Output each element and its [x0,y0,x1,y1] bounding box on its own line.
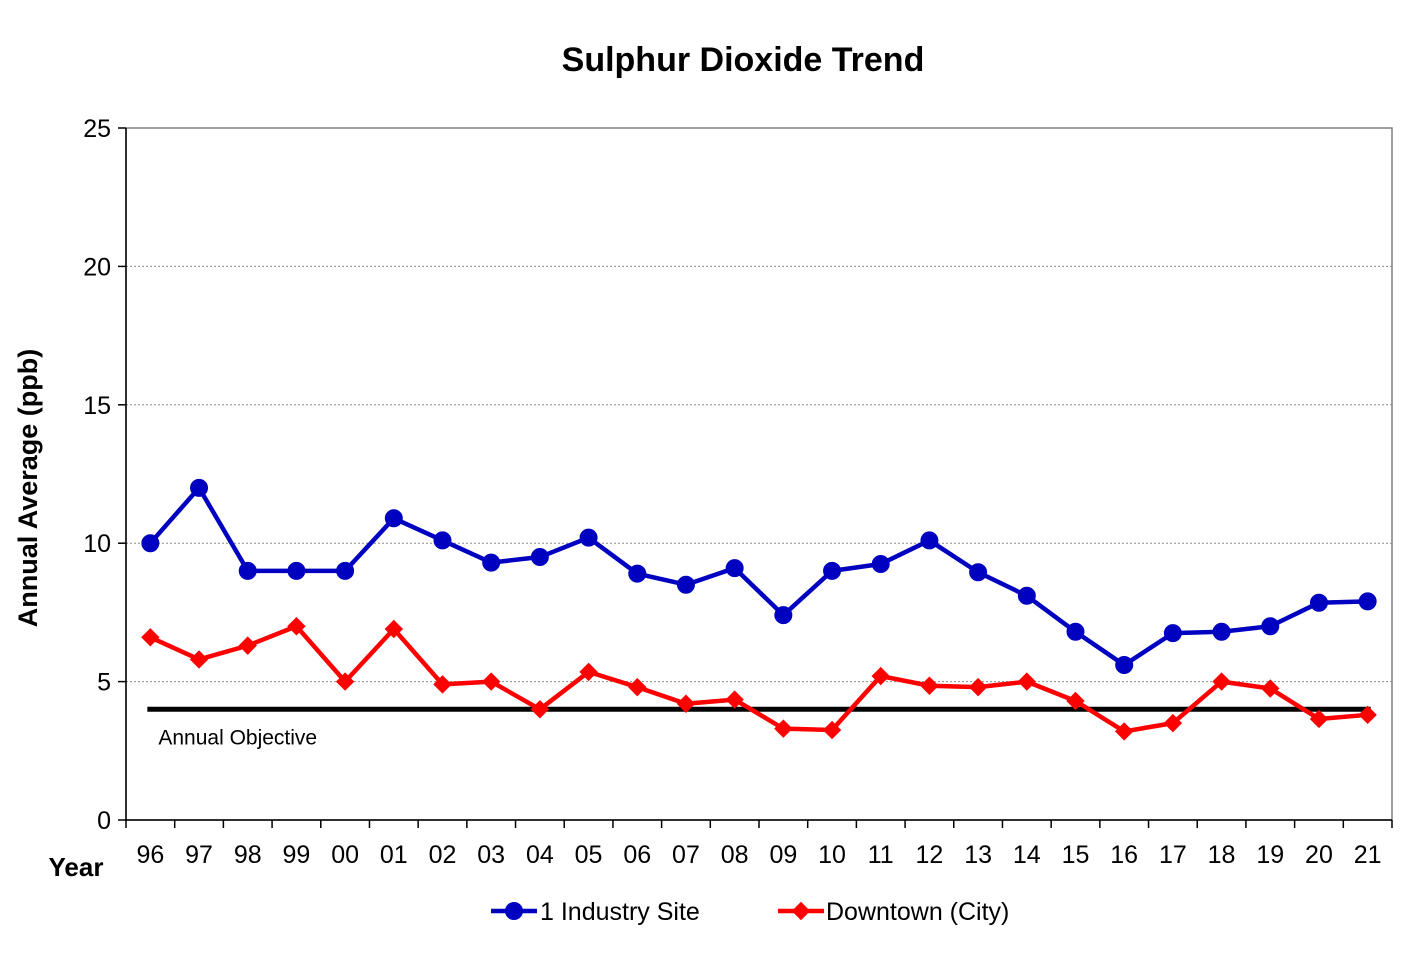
x-tick-label: 14 [1013,841,1041,869]
data-point-1 [774,719,793,738]
x-tick-label: 09 [769,841,797,869]
data-point-1 [1358,705,1377,725]
legend-marker-1 [791,901,811,921]
y-tick-label: 5 [97,669,111,697]
x-tick-label: 18 [1208,841,1236,869]
x-tick-label: 12 [916,841,944,869]
x-tick-label: 15 [1062,841,1090,869]
data-point-0 [482,553,501,572]
data-point-1 [822,720,842,740]
data-point-0 [1163,624,1182,643]
series-line-0 [148,485,1368,668]
data-point-0 [530,548,549,567]
x-tick-label: 11 [868,841,894,869]
x-tick-label: 99 [283,841,311,869]
data-point-1 [1212,672,1231,691]
x-tick-label: 13 [964,841,992,869]
data-point-0 [1358,592,1377,611]
data-point-1 [530,700,550,719]
data-point-1 [628,677,647,697]
data-point-1 [141,628,160,647]
x-tick-label: 03 [477,841,505,869]
data-point-0 [1261,617,1280,636]
x-tick-label: 08 [721,841,749,869]
x-axis-label: Year [49,852,104,882]
x-tick-label: 17 [1159,841,1187,869]
data-point-1 [871,666,890,686]
data-point-0 [190,478,209,497]
x-tick-label: 20 [1305,841,1333,869]
data-point-0 [1017,586,1036,605]
x-tick-label: 02 [429,841,457,869]
legend-label-0: 1 Industry Site [540,898,700,926]
data-point-0 [336,561,355,580]
data-point-1 [384,619,404,639]
data-point-0 [579,528,598,547]
x-tick-label: 01 [380,841,408,869]
y-tick-label: 0 [97,807,111,835]
data-point-0 [725,559,744,578]
data-point-1 [287,617,306,636]
data-point-1 [676,694,696,713]
data-point-1 [725,690,744,709]
y-tick-label: 20 [83,253,111,281]
data-point-0 [676,575,695,594]
x-tick-label: 21 [1354,841,1382,869]
data-point-0 [433,531,452,550]
x-tick-label: 05 [575,841,603,869]
data-point-0 [871,554,890,573]
data-point-0 [823,561,842,580]
x-tick-label: 06 [623,841,651,869]
x-tick-label: 97 [185,841,213,869]
y-tick-label: 25 [83,115,111,143]
data-point-0 [238,561,257,580]
data-point-1 [1163,713,1183,733]
x-tick-label: 10 [818,841,846,869]
x-tick-label: 04 [526,841,554,869]
data-point-1 [1066,691,1085,711]
data-point-1 [579,662,598,682]
data-point-1 [189,650,209,669]
data-point-0 [1115,655,1134,674]
data-point-0 [628,564,647,583]
series-line-1 [149,623,1368,734]
x-tick-label: 19 [1256,841,1284,869]
x-tick-label: 16 [1110,841,1138,869]
data-point-0 [287,561,306,580]
data-point-0 [141,534,160,553]
plot-frame [125,127,1393,821]
x-tick-label: 07 [672,841,700,869]
data-point-1 [968,677,988,697]
data-point-0 [774,606,793,625]
chart-title: Sulphur Dioxide Trend [562,41,925,79]
data-point-1 [433,675,452,694]
legend: 1 Industry Site Downtown (City) [491,898,1009,926]
annual-objective-label: Annual Objective [158,726,317,749]
data-point-1 [481,672,501,691]
legend-marker-0 [505,902,523,920]
data-point-0 [384,509,403,528]
data-point-1 [920,676,939,695]
data-point-0 [920,531,939,550]
data-point-1 [1261,679,1280,698]
data-point-1 [1114,722,1134,741]
x-tick-label: 98 [234,841,262,869]
data-point-0 [1309,593,1328,612]
data-point-0 [1066,622,1085,641]
data-point-1 [1309,709,1329,729]
data-point-1 [1017,672,1037,691]
data-point-0 [969,563,988,582]
data-point-1 [238,636,257,655]
y-tick-label: 15 [83,392,111,420]
legend-label-1: Downtown (City) [826,898,1009,926]
y-tick-label: 10 [83,530,111,558]
data-point-1 [335,672,355,691]
x-tick-label: 96 [136,841,164,869]
y-axis-label: Annual Average (ppb) [13,349,43,628]
x-tick-label: 00 [331,841,359,869]
data-point-0 [1212,622,1231,641]
